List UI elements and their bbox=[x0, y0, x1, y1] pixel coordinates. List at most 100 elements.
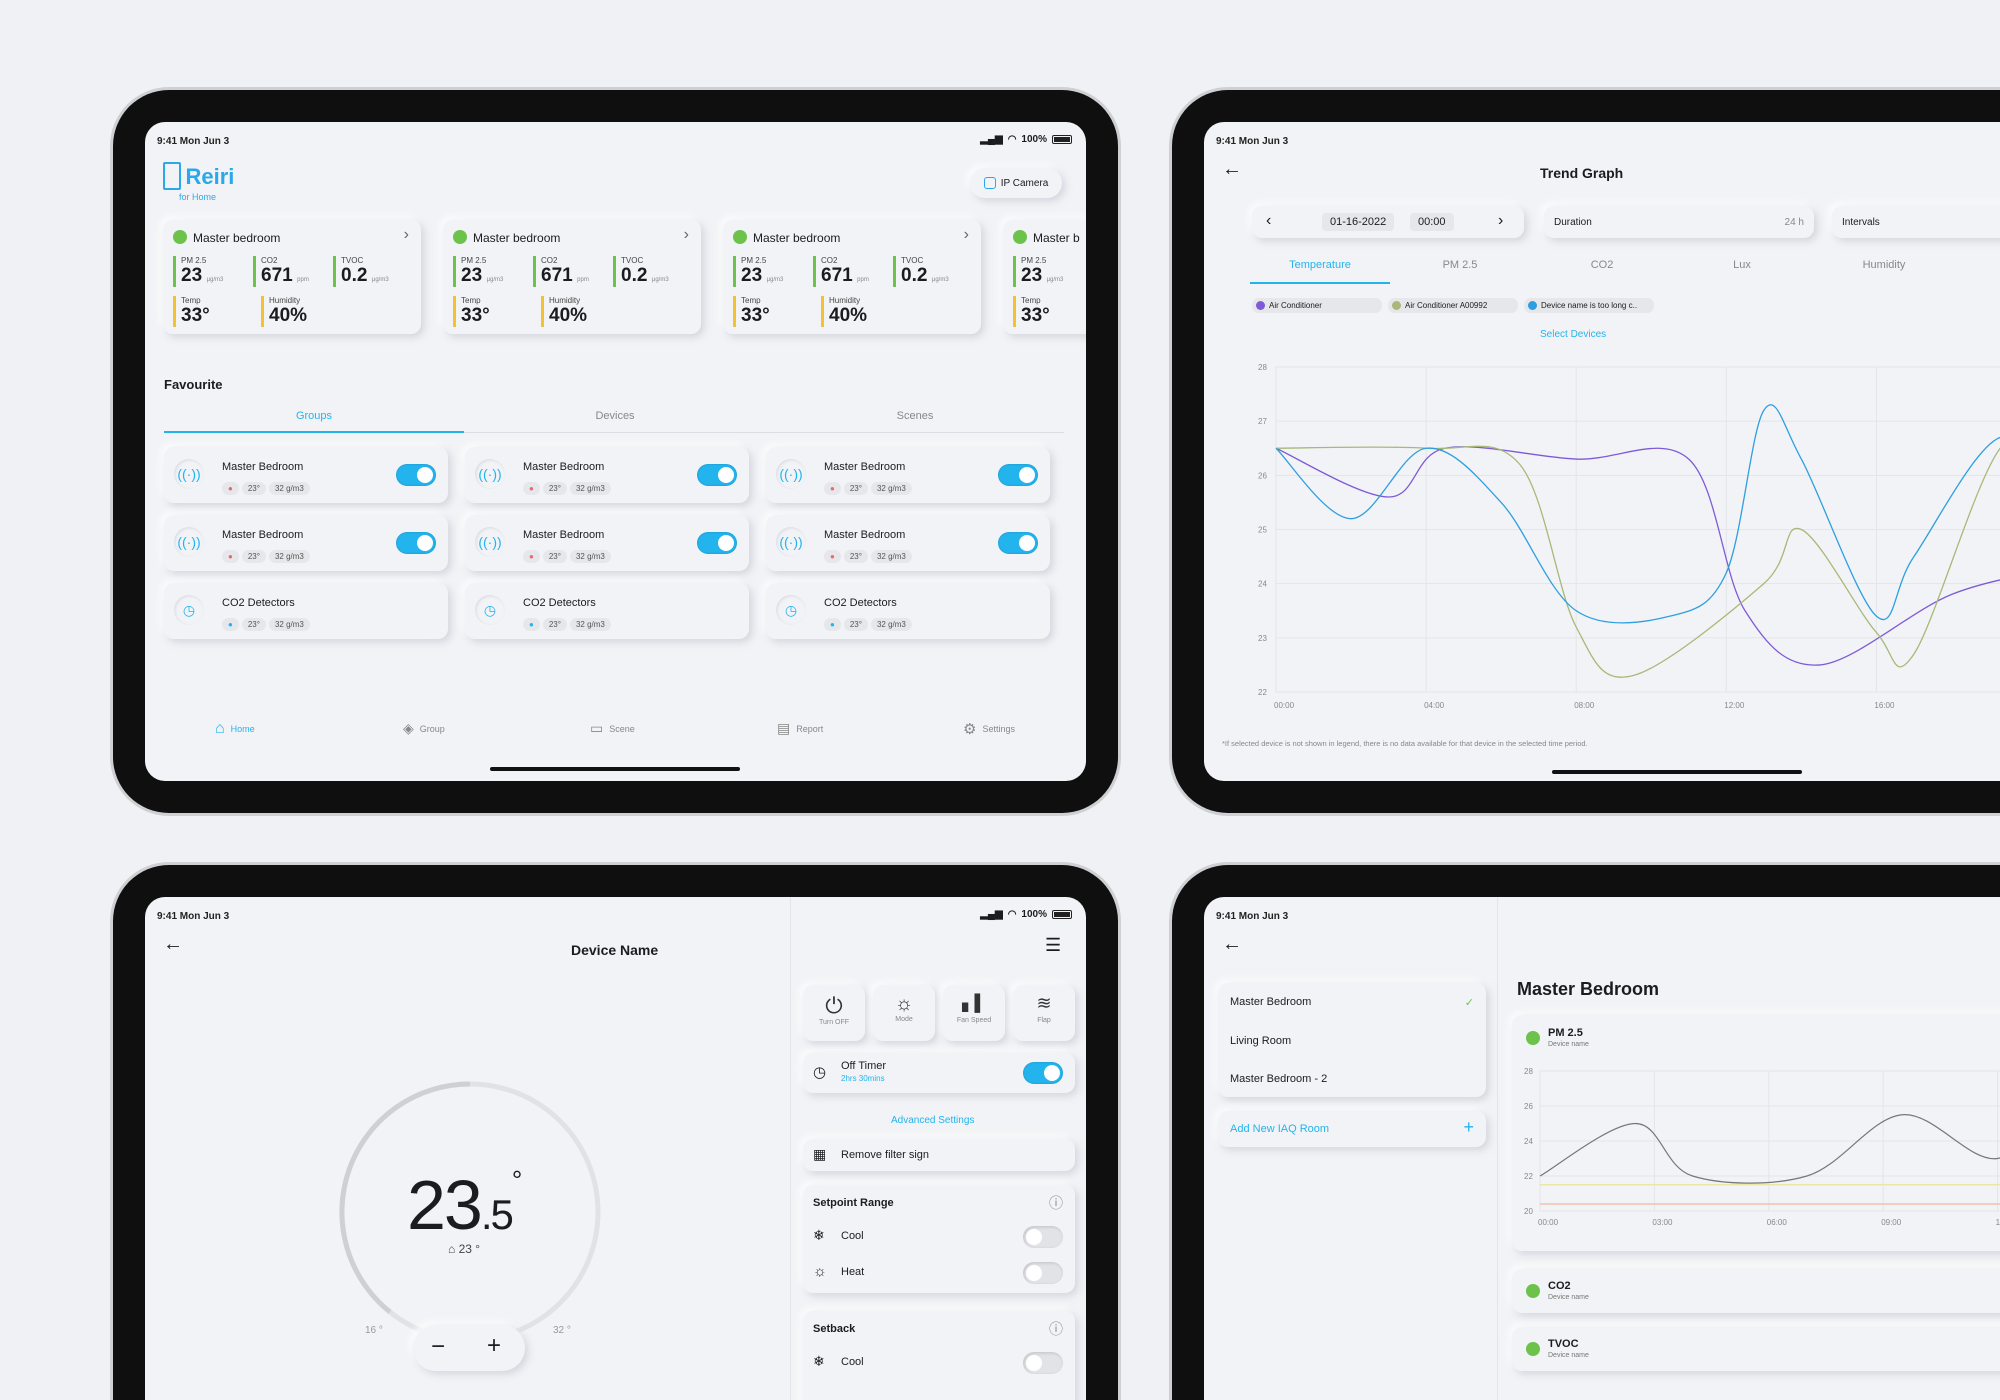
date-value[interactable]: 01-16-2022 bbox=[1322, 213, 1395, 231]
status-dot bbox=[453, 230, 467, 244]
legend-item[interactable]: Air Conditioner A00992 bbox=[1388, 298, 1518, 313]
group-card[interactable]: ((·)) Master Bedroom ● 23° 32 g/m3 bbox=[164, 447, 448, 503]
back-arrow-icon[interactable]: ← bbox=[163, 933, 183, 955]
room-card[interactable]: Master bedroom › PM 2.5 23 μg/m3 CO2 671 ppm T… bbox=[443, 220, 701, 334]
group-toggle[interactable] bbox=[396, 464, 436, 486]
nav-scene[interactable]: ▭ Scene bbox=[590, 720, 635, 737]
advanced-settings-link[interactable]: Advanced Settings bbox=[891, 1115, 975, 1126]
minus-button[interactable]: − bbox=[431, 1333, 446, 1360]
time-value[interactable]: 00:00 bbox=[1410, 213, 1454, 231]
battery-text: 100% bbox=[1021, 134, 1047, 145]
humidity-label: Humidity bbox=[269, 296, 301, 305]
group-toggle[interactable] bbox=[998, 532, 1038, 554]
x-tick-label: 12:00 bbox=[1724, 701, 1745, 710]
room-item-master-bedroom-2[interactable]: Master Bedroom - 2 bbox=[1230, 1073, 1328, 1085]
group-toggle[interactable] bbox=[697, 532, 737, 554]
y-tick-label: 20 bbox=[1524, 1207, 1533, 1216]
x-tick-label: 09:00 bbox=[1881, 1218, 1902, 1227]
chevron-right-icon[interactable]: › bbox=[1498, 212, 1504, 229]
tab-devices[interactable]: Devices bbox=[595, 410, 635, 422]
battery-icon bbox=[1052, 910, 1072, 919]
signal-icon: ((·)) bbox=[174, 459, 204, 489]
tab-co2[interactable]: CO2 bbox=[1590, 259, 1614, 271]
room-card[interactable]: Master bedroom › PM 2.5 23 μg/m3 CO2 671 ppm T… bbox=[163, 220, 421, 334]
tab-humidity[interactable]: Humidity bbox=[1862, 259, 1906, 271]
status-right: ▂▄▆ ◠ 100% bbox=[980, 134, 1072, 145]
group-toggle[interactable] bbox=[998, 464, 1038, 486]
pm25-label: PM 2.5 bbox=[461, 256, 487, 265]
back-arrow-icon[interactable]: ← bbox=[1222, 158, 1242, 180]
help-icon[interactable]: ⓘ bbox=[1049, 1321, 1063, 1337]
room-item-living-room[interactable]: Living Room bbox=[1230, 1035, 1292, 1047]
home-screen: 9:41 Mon Jun 3 ▂▄▆ ◠ 100% Reiri for Home I… bbox=[145, 122, 1086, 781]
nav-group[interactable]: ◈ Group bbox=[403, 720, 445, 737]
humidity-chip: 32 g/m3 bbox=[870, 618, 912, 631]
control-turn-off[interactable]: ⏻ Turn OFF bbox=[803, 985, 865, 1041]
temp-chip: 23° bbox=[843, 482, 868, 495]
group-card[interactable]: ((·)) Master Bedroom ● 23° 32 g/m3 bbox=[465, 447, 749, 503]
room-name: Master b bbox=[1033, 231, 1080, 245]
status-dot bbox=[1526, 1031, 1540, 1045]
room-item-master-bedroom[interactable]: Master Bedroom ✓ bbox=[1230, 996, 1474, 1009]
co2-unit: ppm bbox=[577, 277, 589, 283]
tab-lux[interactable]: Lux bbox=[1733, 259, 1751, 271]
group-name: Master Bedroom bbox=[824, 529, 906, 541]
nav-home[interactable]: ⌂ Home bbox=[215, 720, 255, 738]
pm25-value: 23 bbox=[1021, 265, 1043, 286]
tvoc-unit: μg/m3 bbox=[931, 277, 949, 283]
nav-scene-label: Scene bbox=[609, 723, 635, 734]
tvoc-unit: μg/m3 bbox=[651, 277, 669, 283]
duration-field[interactable]: Duration 24 h bbox=[1544, 206, 1814, 238]
tab-temperature[interactable]: Temperature bbox=[1289, 259, 1351, 271]
tab-scenes[interactable]: Scenes bbox=[896, 410, 934, 422]
nav-settings[interactable]: ⚙ Settings bbox=[963, 720, 1015, 738]
dial-max: 32 ° bbox=[553, 1325, 571, 1336]
control-fan-speed[interactable]: ▖▌ Fan Speed bbox=[943, 985, 1005, 1041]
select-devices-link[interactable]: Select Devices bbox=[1540, 329, 1607, 340]
sliders-icon[interactable]: ☰ bbox=[1045, 935, 1062, 955]
power-icon: ⏻ bbox=[825, 993, 843, 1018]
chevron-left-icon[interactable]: ‹ bbox=[1266, 212, 1272, 229]
group-card[interactable]: ◷ CO2 Detectors ● 23° 32 g/m3 bbox=[164, 583, 448, 639]
group-toggle[interactable] bbox=[396, 532, 436, 554]
group-card[interactable]: ((·)) Master Bedroom ● 23° 32 g/m3 bbox=[465, 515, 749, 571]
pm25-label: PM 2.5 bbox=[1021, 256, 1047, 265]
right-panel-divider bbox=[790, 897, 791, 1400]
nav-report[interactable]: ▤ Report bbox=[777, 720, 823, 737]
group-card[interactable]: ((·)) Master Bedroom ● 23° 32 g/m3 bbox=[766, 515, 1050, 571]
intervals-field[interactable]: Intervals bbox=[1832, 206, 2000, 238]
tab-groups[interactable]: Groups bbox=[295, 410, 333, 422]
back-arrow-icon[interactable]: ← bbox=[1222, 933, 1242, 955]
control-mode[interactable]: ☼ Mode bbox=[873, 985, 935, 1041]
legend-item[interactable]: Device name is too long c.. bbox=[1524, 298, 1654, 313]
remove-filter-button[interactable]: ▦ Remove filter sign bbox=[803, 1139, 1075, 1171]
sensor-name: TVOC bbox=[1548, 1338, 1579, 1350]
duration-label: Duration bbox=[1554, 217, 1592, 228]
control-flap-label: Flap bbox=[1037, 1017, 1051, 1024]
ip-camera-button[interactable]: IP Camera bbox=[970, 168, 1062, 198]
pm25-label: PM 2.5 bbox=[181, 256, 207, 265]
room-card[interactable]: Master bedroom › PM 2.5 23 μg/m3 CO2 671 ppm T… bbox=[723, 220, 981, 334]
pm25-card: PM 2.5 Device name 20 22 24 26 28 00:00 03:00 0… bbox=[1512, 1015, 2000, 1251]
group-toggle[interactable] bbox=[697, 464, 737, 486]
status-time: 9:41 Mon Jun 3 bbox=[157, 136, 230, 147]
tab-pm25[interactable]: PM 2.5 bbox=[1442, 259, 1478, 271]
plus-button[interactable]: + bbox=[487, 1332, 502, 1359]
humidity-chip: 32 g/m3 bbox=[268, 482, 310, 495]
setback-cool-toggle[interactable] bbox=[1023, 1352, 1063, 1374]
group-card[interactable]: ((·)) Master Bedroom ● 23° 32 g/m3 bbox=[766, 447, 1050, 503]
y-tick-label: 26 bbox=[1258, 471, 1267, 480]
group-card[interactable]: ◷ CO2 Detectors ● 23° 32 g/m3 bbox=[465, 583, 749, 639]
heat-toggle[interactable] bbox=[1023, 1262, 1063, 1284]
clock-icon: ◷ bbox=[813, 1064, 827, 1081]
add-room-button[interactable]: Add New IAQ Room + bbox=[1218, 1111, 1486, 1147]
off-timer-toggle[interactable] bbox=[1023, 1062, 1063, 1084]
help-icon[interactable]: ⓘ bbox=[1049, 1195, 1063, 1211]
group-card[interactable]: ((·)) Master Bedroom ● 23° 32 g/m3 bbox=[164, 515, 448, 571]
group-card[interactable]: ◷ CO2 Detectors ● 23° 32 g/m3 bbox=[766, 583, 1050, 639]
status-dot bbox=[733, 230, 747, 244]
cool-toggle[interactable] bbox=[1023, 1226, 1063, 1248]
legend-item[interactable]: Air Conditioner bbox=[1252, 298, 1382, 313]
control-flap[interactable]: ≋ Flap bbox=[1013, 985, 1075, 1041]
